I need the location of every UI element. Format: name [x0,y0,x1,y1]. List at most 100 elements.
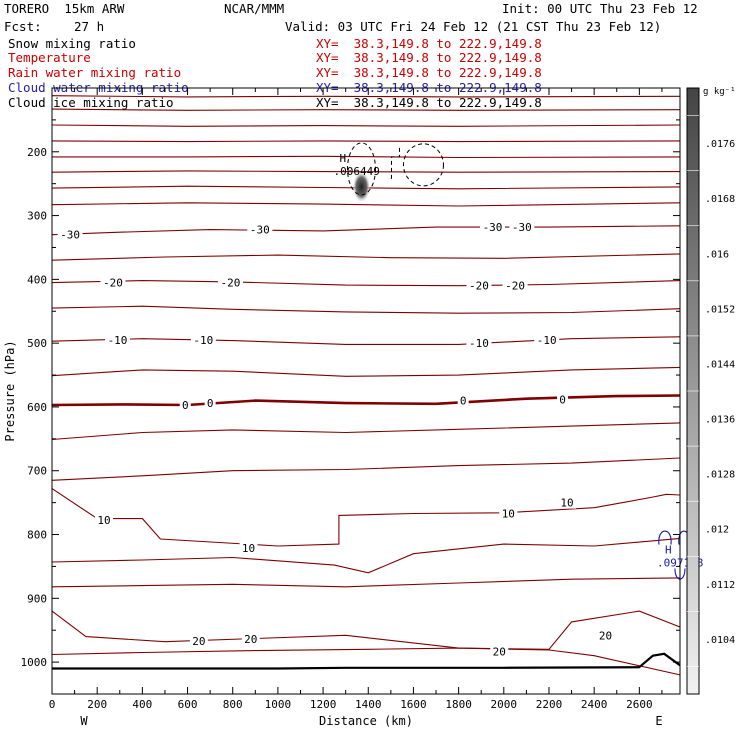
isotherm-label-23: 20 [599,629,612,642]
isotherm-label-10: -10 [469,337,489,350]
isotherm-label-bg [480,221,506,234]
x-tick-label: 1400 [355,698,382,711]
isotherm-line-18 [51,537,681,574]
field-name-cloud-water: Cloud water mixing ratio [8,80,189,95]
isotherm-label-7: -20 [505,280,525,293]
y-tick-label: 800 [27,529,47,542]
cloud-water-contour [674,568,686,580]
x-tick-label: 200 [87,698,107,711]
terrain-line [52,652,681,670]
isotherm-label-16: 10 [97,514,110,527]
x-tick-label: 800 [223,698,243,711]
isotherm-label-bg [204,397,216,410]
isotherm-label-15: 0 [559,393,566,406]
isotherm-label-18: 10 [502,507,515,520]
snow-shading [352,170,371,203]
x-tick-label: 600 [178,698,198,711]
isotherm-line-15 [51,422,681,441]
colorbar-unit: g kg⁻¹ [703,87,736,97]
cloud-ice-contour [402,143,444,187]
x-tick-label: 1200 [310,698,337,711]
isotherm-label-2: -30 [483,221,503,234]
isotherm-label-5: -20 [221,277,241,290]
isotherm-line-8 [51,225,681,236]
isotherm-label-bg [457,394,469,407]
isotherm-label-19: 10 [560,497,573,510]
isotherm-label-4: -20 [103,277,123,290]
isotherm-label-bg [534,333,560,346]
isotherm-line-14 [51,394,681,407]
isotherm-label-14: 0 [460,395,467,408]
isotherm-label-bg [466,337,492,350]
isotherm-line-11 [51,305,681,314]
cloud-water-contour [658,530,672,545]
valid-time: Valid: 03 UTC Fri 24 Feb 12 (21 CST Thu … [285,19,662,34]
x-tick-label: 2600 [626,698,653,711]
cloud-ice-max-label: .006449 [333,165,379,178]
isotherm-label-8: -10 [108,334,128,347]
cloud-water-max-label: .097148 [657,557,703,570]
isotherm-label-13: 0 [207,397,214,410]
x-tick-label: 400 [132,698,152,711]
isotherm-line-12 [51,336,681,345]
isotherm-label-bg [499,507,518,520]
isotherm-line-7 [51,202,681,207]
cloud-ice-high-marker: H [339,152,346,165]
x-tick-label: 2000 [491,698,518,711]
colorbar-tick-label: .0104 [705,635,735,646]
y-axis-label: Pressure (hPa) [3,340,17,441]
y-tick-label: 300 [27,210,47,223]
isotherm-label-bg [490,645,509,658]
isotherm-label-bg [94,513,113,526]
field-name-cloud-ice: Cloud ice mixing ratio [8,95,174,110]
isotherm-label-bg [509,221,535,234]
plot-frame [51,87,681,695]
colorbar-tick-label: .0168 [705,194,735,205]
forecast-label: Fcst: [4,19,42,34]
organization: NCAR/MMM [224,1,285,16]
y-tick-label: 200 [27,146,47,159]
isotherm-label-bg [241,633,260,646]
forecast-hour: 27 h [74,19,105,34]
isotherm-label-11: -10 [537,334,557,347]
isotherm-label-bg [239,541,258,554]
isotherm-line-6 [51,185,681,190]
isotherm-line-5 [51,170,681,173]
isotherm-line-17 [51,488,681,547]
field-xy-cloud-water: XY= 38.3,149.8 to 222.9,149.8 [316,80,542,95]
colorbar-tick-label: .012 [705,525,729,536]
cloud-water-contour [678,530,690,545]
isotherm-label-bg [557,393,569,406]
isotherm-line-2 [51,124,681,127]
field-name-snow: Snow mixing ratio [8,36,136,51]
isotherm-label-bg [189,635,208,648]
isotherm-line-16 [51,457,681,481]
isotherm-label-bg [558,496,577,509]
west-label: W [80,714,88,728]
isotherm-line-21 [51,647,681,676]
isotherm-line-19 [51,577,681,588]
colorbar-tick-label: .0176 [705,139,735,150]
isotherm-label-bg [217,276,243,289]
colorbar-tick-label: .0144 [705,359,735,370]
isotherm-label-12: 0 [182,399,189,412]
x-tick-label: 1000 [265,698,292,711]
isotherm-label-22: 20 [493,645,506,658]
isotherm-label-17: 10 [242,542,255,555]
isotherm-label-3: -30 [512,221,532,234]
isotherm-line-13 [51,366,681,377]
x-tick-label: 1600 [400,698,427,711]
cloud-ice-contour [346,142,376,196]
field-xy-cloud-ice: XY= 38.3,149.8 to 222.9,149.8 [316,95,542,110]
x-axis-label: Distance (km) [319,714,413,728]
y-tick-label: 400 [27,273,47,286]
colorbar-tick-label: .0136 [705,415,735,426]
snow-colorbar [686,87,700,695]
isotherm-label-bg [57,228,83,241]
model-name: TORERO 15km ARW [4,1,125,16]
colorbar-tick-label: .0112 [705,580,735,591]
isotherm-label-1: -30 [250,224,270,237]
isotherm-line-20 [51,610,681,650]
colorbar-tick-label: .0152 [705,304,735,315]
